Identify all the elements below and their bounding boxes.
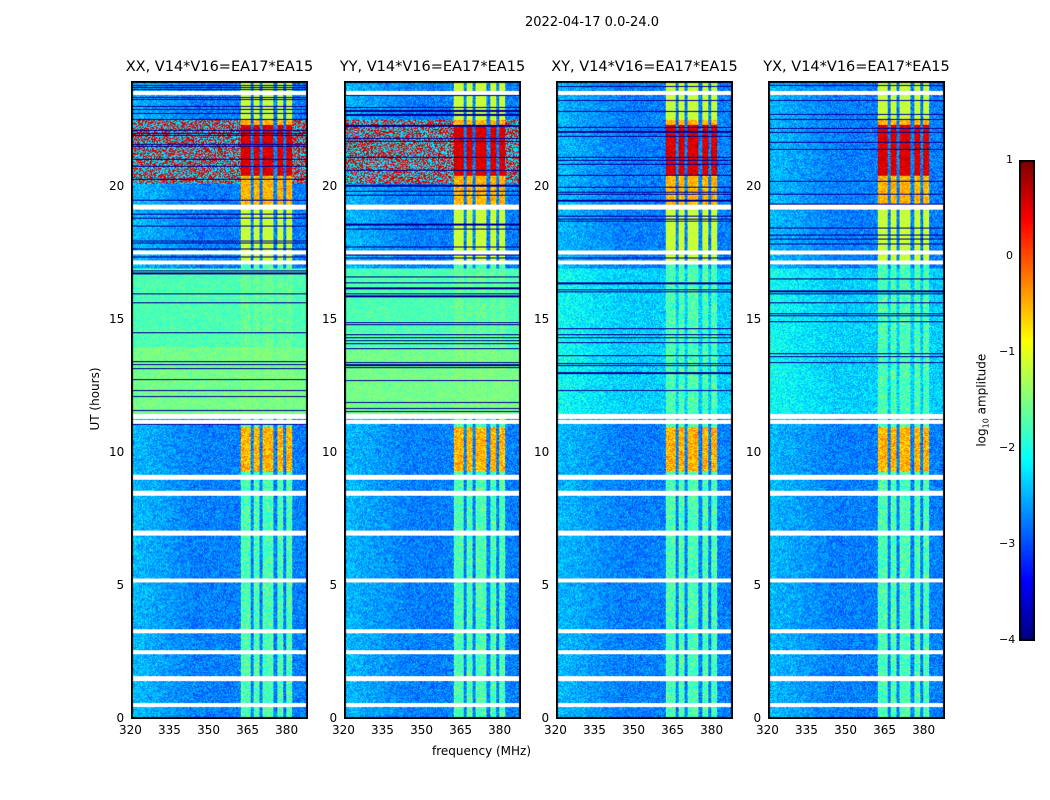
x-tick-label: 335	[583, 723, 606, 737]
y-tick-label: 10	[322, 445, 338, 460]
figure-title: 2022-04-17 0.0-24.0	[525, 15, 659, 30]
panel-title: YY, V14*V16=EA17*EA15	[339, 59, 526, 75]
y-tick-label: 20	[322, 179, 338, 194]
heatmap-panel	[768, 81, 945, 719]
colorbar-tick-label: 1	[1006, 153, 1013, 166]
colorbar-tick-label: −3	[999, 537, 1016, 550]
colorbar-tick-label: −4	[999, 633, 1016, 646]
y-tick-label: 10	[534, 445, 550, 460]
x-tick-label: 365	[236, 723, 260, 737]
colorbar-label-main: log	[974, 428, 989, 447]
y-tick-label: 0	[116, 711, 125, 725]
colorbar-tick-label: 0	[1006, 249, 1013, 262]
x-tick-label: 335	[795, 723, 818, 737]
heatmap-panel	[344, 81, 521, 719]
x-tick-label: 380	[488, 723, 512, 737]
y-tick-label: 5	[541, 578, 550, 593]
x-axis-label: frequency (MHz)	[432, 744, 532, 758]
x-tick-label: 320	[544, 723, 567, 737]
y-tick-label: 0	[541, 711, 550, 725]
y-tick-label: 10	[746, 445, 762, 460]
panel-title: XX, V14*V16=EA17*EA15	[125, 59, 314, 75]
colorbar-label-sub: 10	[981, 418, 991, 429]
x-tick-label: 335	[158, 723, 181, 737]
x-tick-label: 350	[197, 723, 220, 737]
y-tick-label: 0	[329, 711, 338, 725]
x-tick-label: 350	[410, 723, 433, 737]
panel-title: YX, V14*V16=EA17*EA15	[763, 59, 950, 75]
x-tick-label: 350	[622, 723, 645, 737]
y-tick-label: 5	[329, 578, 338, 593]
y-tick-label: 10	[109, 445, 125, 460]
y-tick-label: 20	[746, 179, 762, 194]
colorbar-label: log10 amplitude	[974, 348, 990, 453]
heatmap-panel	[556, 81, 733, 719]
x-tick-label: 380	[912, 723, 936, 737]
y-tick-label: 15	[746, 312, 762, 327]
y-tick-label: 5	[116, 578, 125, 593]
y-tick-label: 15	[534, 312, 550, 327]
colorbar-tick-label: −2	[999, 441, 1016, 454]
heatmap-panel	[131, 81, 308, 719]
colorbar-tick-label: −1	[999, 345, 1016, 358]
colorbar-label-rest: amplitude	[974, 353, 989, 419]
colorbar	[1019, 160, 1035, 641]
x-tick-label: 320	[119, 723, 142, 737]
y-tick-label: 20	[109, 179, 125, 194]
y-tick-label: 20	[534, 179, 550, 194]
x-tick-label: 320	[756, 723, 779, 737]
panel-title: XY, V14*V16=EA17*EA15	[551, 59, 738, 75]
y-tick-label: 0	[753, 711, 762, 725]
y-tick-label: 15	[109, 312, 125, 327]
y-axis-label: UT (hours)	[88, 367, 102, 431]
x-tick-label: 365	[873, 723, 897, 737]
x-tick-label: 350	[834, 723, 857, 737]
y-tick-label: 15	[322, 312, 338, 327]
x-tick-label: 365	[661, 723, 685, 737]
x-tick-label: 365	[449, 723, 473, 737]
y-tick-label: 5	[753, 578, 762, 593]
x-tick-label: 320	[332, 723, 355, 737]
x-tick-label: 380	[700, 723, 724, 737]
x-tick-label: 335	[371, 723, 394, 737]
x-tick-label: 380	[275, 723, 299, 737]
